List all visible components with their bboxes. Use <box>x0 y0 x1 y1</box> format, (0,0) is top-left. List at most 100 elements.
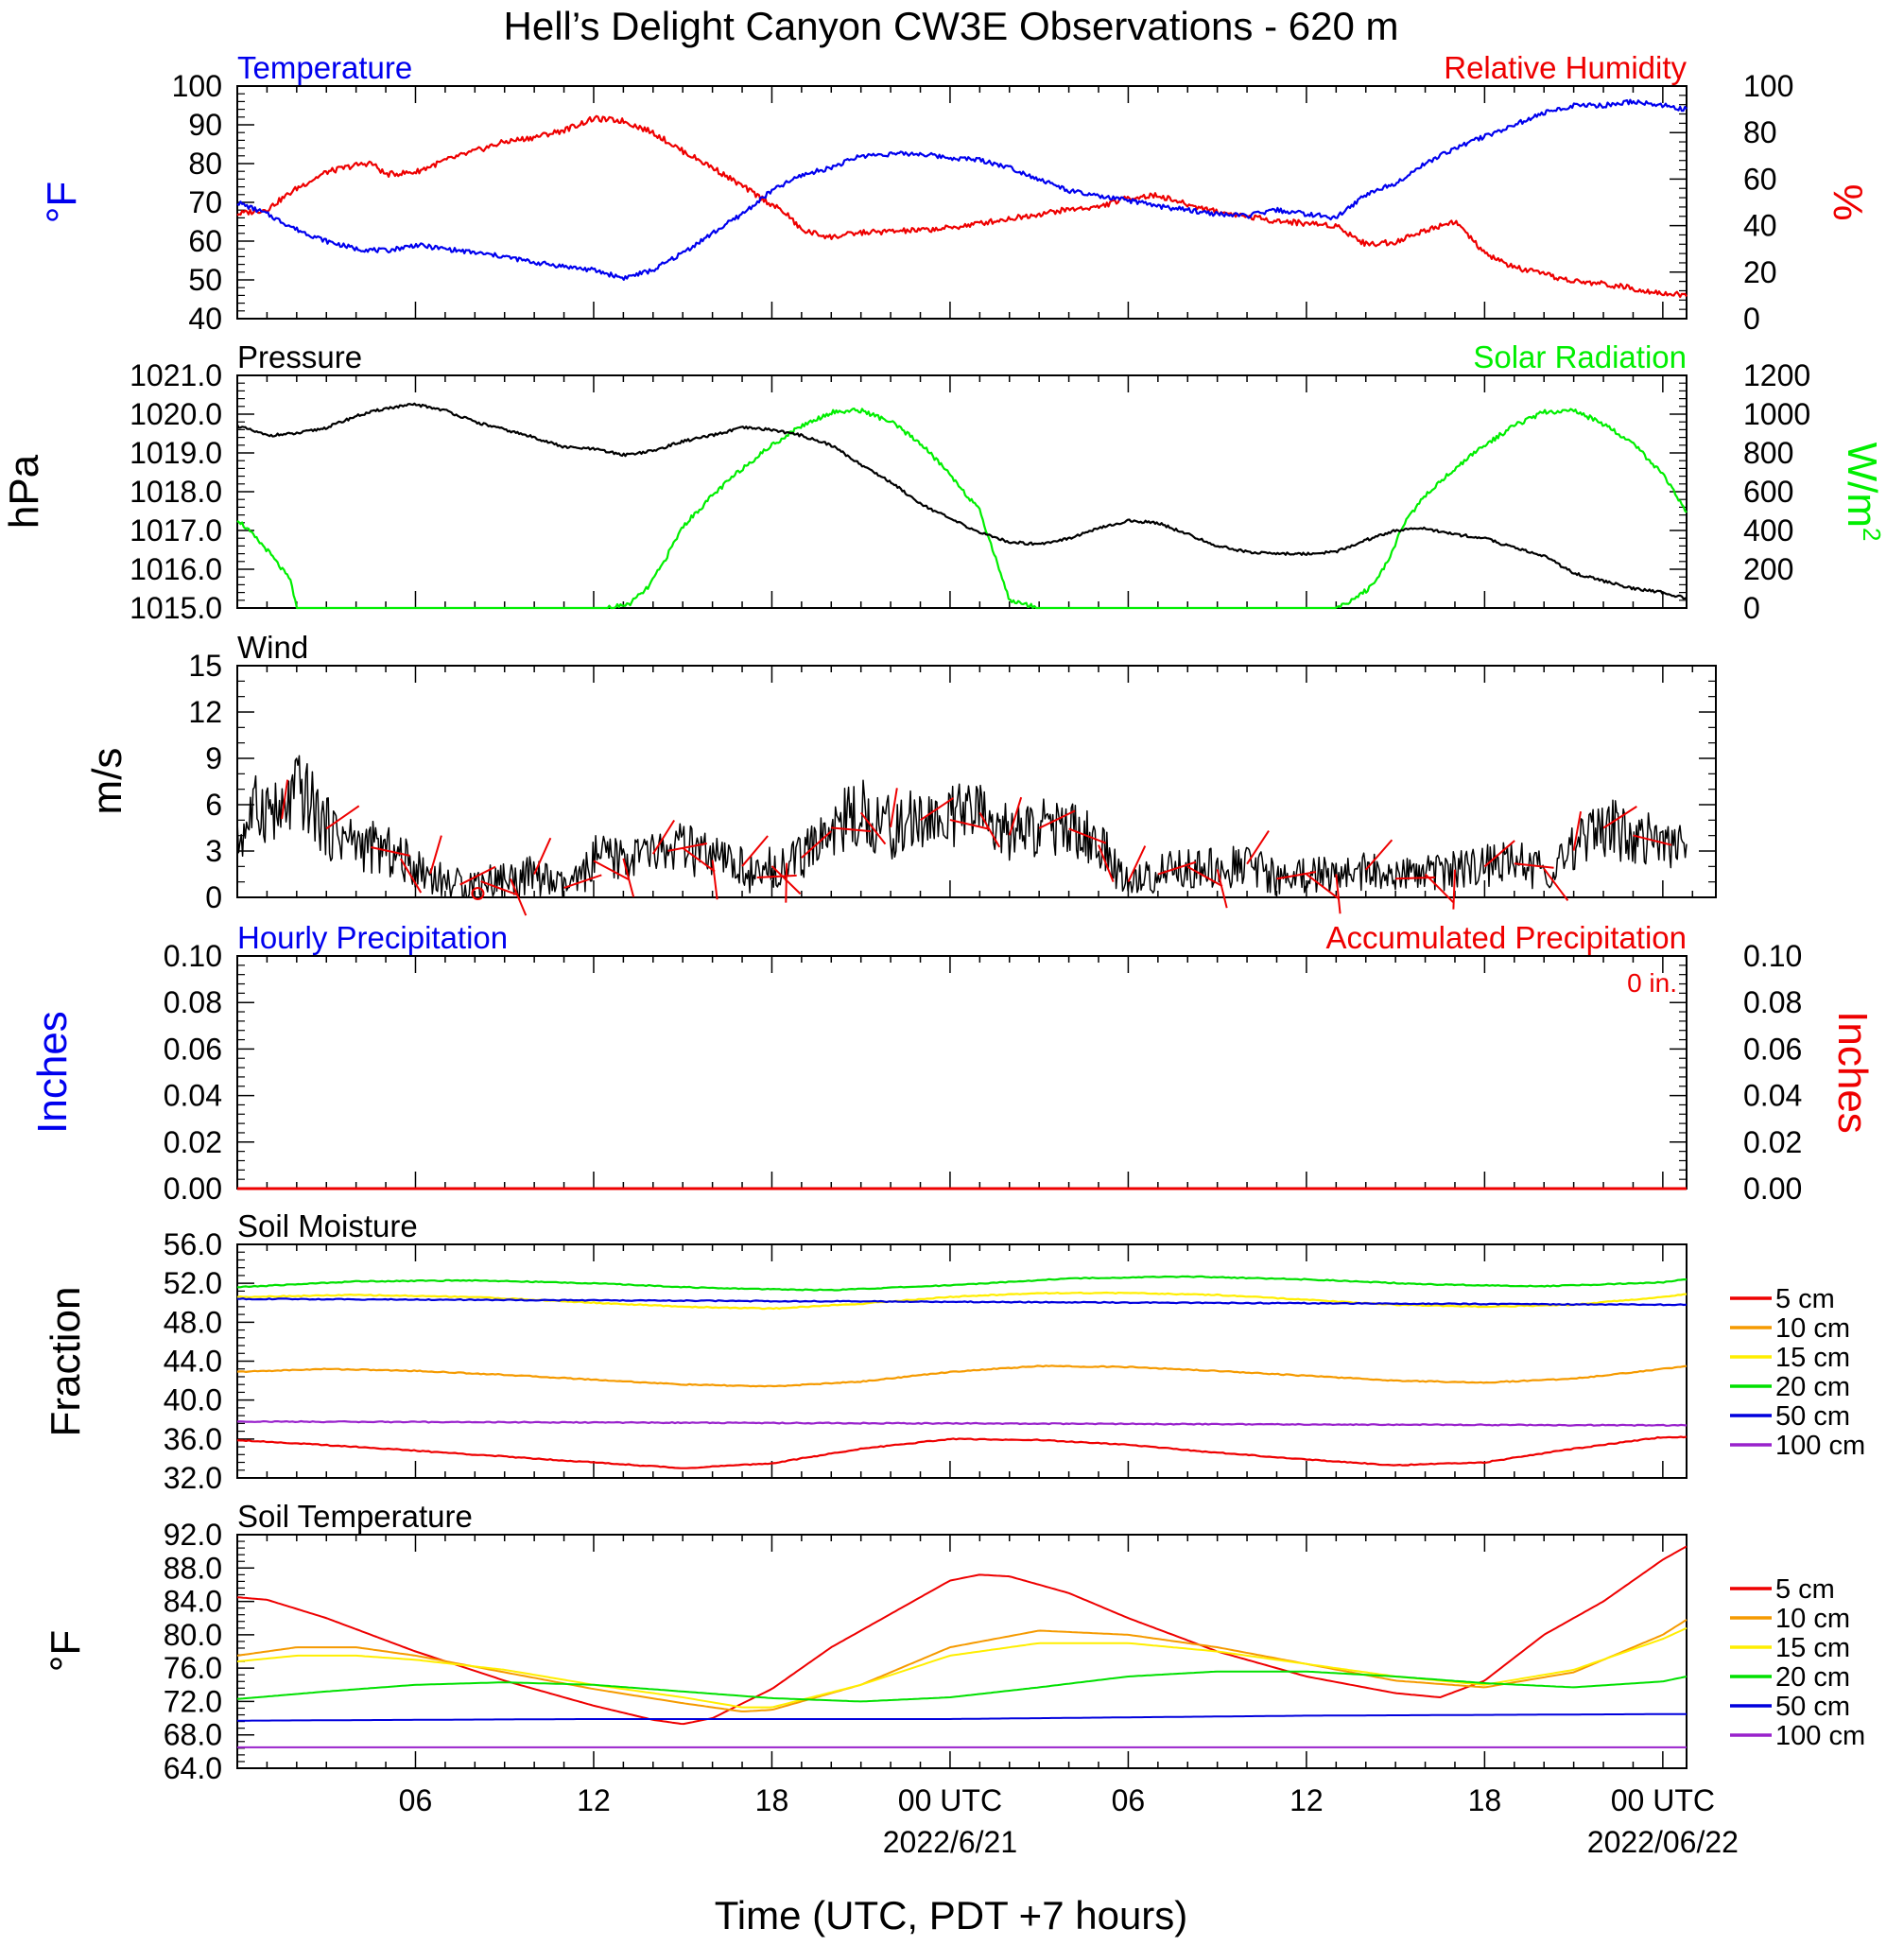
temperature-tick-label: 60 <box>188 224 222 258</box>
wind-barb <box>1602 806 1637 829</box>
wind-barb <box>919 797 954 822</box>
soil-moisture-line <box>237 1275 1687 1292</box>
soil-temp-tick-label: 80.0 <box>164 1618 222 1652</box>
wind-barb <box>459 865 496 886</box>
accum-precip-total: 0 in. <box>1627 968 1677 998</box>
hourly-precip-tick-label: 0.02 <box>164 1125 222 1159</box>
pressure-tick-label: 1016.0 <box>130 552 222 586</box>
temperature-axis-label: °F <box>39 182 85 223</box>
legend-label: 5 cm <box>1775 1574 1835 1605</box>
legend-label: 100 cm <box>1775 1431 1865 1461</box>
wind-tick-label: 6 <box>205 788 222 822</box>
solar-tick-label: 1200 <box>1743 358 1810 392</box>
temperature-tick-label: 90 <box>188 108 222 142</box>
plot-frame <box>236 1534 1688 1769</box>
calm-wind-marker <box>471 887 485 900</box>
plot-frame <box>236 665 1717 898</box>
wind-barb <box>533 837 552 875</box>
soil-temp-tick-label: 64.0 <box>164 1751 222 1785</box>
wind-barb <box>667 843 707 852</box>
wind-barb <box>1098 844 1115 882</box>
temperature-title: Temperature <box>237 50 412 85</box>
wind-barb <box>1306 873 1339 899</box>
pressure-tick-label: 1015.0 <box>130 591 222 625</box>
solar-tick-label: 800 <box>1743 436 1793 470</box>
wind-tick-label: 9 <box>205 741 222 775</box>
humidity-tick-label: 0 <box>1743 302 1760 336</box>
solar-axis-label-text: W/m2 <box>1839 443 1886 542</box>
wind-tick-label: 12 <box>188 695 222 729</box>
humidity-tick-label: 20 <box>1743 255 1777 289</box>
solar-axis-label-sup: 2 <box>1858 528 1886 541</box>
soil-moisture-tick-label: 40.0 <box>164 1383 222 1417</box>
wind-barb <box>622 858 635 897</box>
time-axis-labels: 06 12 18 00 UTC 06 12 18 00 UTC 2022/6/21 2022/06… <box>399 1783 1739 1859</box>
soil-temp-tick-label: 92.0 <box>164 1518 222 1552</box>
soil-moisture-axis-label: Fraction <box>43 1287 89 1437</box>
soil-moisture-title: Soil Moisture <box>237 1208 418 1243</box>
solar-tick-label: 0 <box>1743 591 1760 625</box>
pressure-axis-label: hPa <box>1 454 47 529</box>
temperature-tick-label: 100 <box>172 69 222 103</box>
pressure-tick-label: 1019.0 <box>130 436 222 470</box>
wind-barb <box>785 862 788 903</box>
soil-temp-line <box>236 1545 1688 1726</box>
temperature-tick-label: 70 <box>188 185 222 219</box>
wind-barb <box>1452 869 1456 910</box>
temperature-line <box>236 98 1688 281</box>
pressure-tick-label: 1020.0 <box>130 397 222 431</box>
soil-moisture-line <box>236 1364 1688 1388</box>
wind-barb <box>429 835 442 875</box>
wind-barb <box>711 860 718 900</box>
legend-label: 10 cm <box>1775 1604 1850 1634</box>
wind-barb <box>801 830 832 859</box>
wind-tick-label: 0 <box>205 880 222 914</box>
soil-moisture-line <box>236 1419 1688 1427</box>
temperature-tick-label: 80 <box>188 147 222 181</box>
wind-barb <box>978 811 1001 848</box>
wind-barb <box>651 819 676 855</box>
wind-barb <box>1008 796 1023 836</box>
wind-barb <box>682 847 716 873</box>
soil-temp-axis-label: °F <box>43 1630 89 1672</box>
accum-precip-tick-label: 0.08 <box>1743 985 1802 1019</box>
figure-title: Hell’s Delight Canyon CW3E Observations … <box>504 4 1399 48</box>
wind-barb <box>1514 862 1554 869</box>
wind-barb <box>1572 811 1583 851</box>
soil-temp-tick-label: 84.0 <box>164 1585 222 1619</box>
panel-soil-temperature: 64.068.072.076.080.084.088.092.0 Soil Tem… <box>43 1499 1865 1785</box>
legend-label: 15 cm <box>1775 1343 1850 1373</box>
legend-label: 50 cm <box>1775 1692 1850 1722</box>
time-tick-label: 18 <box>755 1783 789 1817</box>
solar-title: Solar Radiation <box>1473 339 1687 374</box>
wind-speed-line <box>236 755 1688 898</box>
wind-tick-label: 3 <box>205 834 222 868</box>
soil-moisture-tick-label: 48.0 <box>164 1305 222 1339</box>
time-tick-label: 06 <box>1112 1783 1146 1817</box>
x-axis-label: Time (UTC, PDT +7 hours) <box>715 1893 1188 1937</box>
hourly-precip-tick-label: 0.00 <box>164 1172 222 1206</box>
soil-temp-tick-label: 72.0 <box>164 1684 222 1718</box>
time-tick-label: 06 <box>399 1783 433 1817</box>
wind-barb <box>1068 827 1107 844</box>
humidity-axis-label: % <box>1825 183 1871 220</box>
humidity-line <box>236 114 1688 299</box>
wind-barb <box>756 874 797 878</box>
pressure-tick-label: 1018.0 <box>130 475 222 509</box>
soil-moisture-line <box>236 1435 1688 1469</box>
accum-precip-axis-label: Inches <box>1829 1011 1876 1134</box>
wind-barb <box>325 805 360 830</box>
legend-label: 5 cm <box>1775 1284 1835 1314</box>
wind-barb <box>1276 871 1317 880</box>
soil-temp-title: Soil Temperature <box>237 1499 473 1534</box>
time-tick-label: 12 <box>577 1783 611 1817</box>
legend-label: 10 cm <box>1775 1313 1850 1344</box>
wind-barb <box>510 878 528 916</box>
wind-barb <box>1157 860 1197 876</box>
panel-pressure-solar: 1015.0 1016.0 1017.0 1018.0 1019.0 1020.0 1021… <box>1 339 1886 625</box>
wind-barb <box>281 779 289 820</box>
panel-precipitation: 0.00 0.02 0.04 0.06 0.08 0.10 0.00 0.02 0.04 0.06… <box>29 920 1876 1206</box>
wind-barb <box>399 858 423 894</box>
wind-axis-label: m/s <box>84 748 130 815</box>
